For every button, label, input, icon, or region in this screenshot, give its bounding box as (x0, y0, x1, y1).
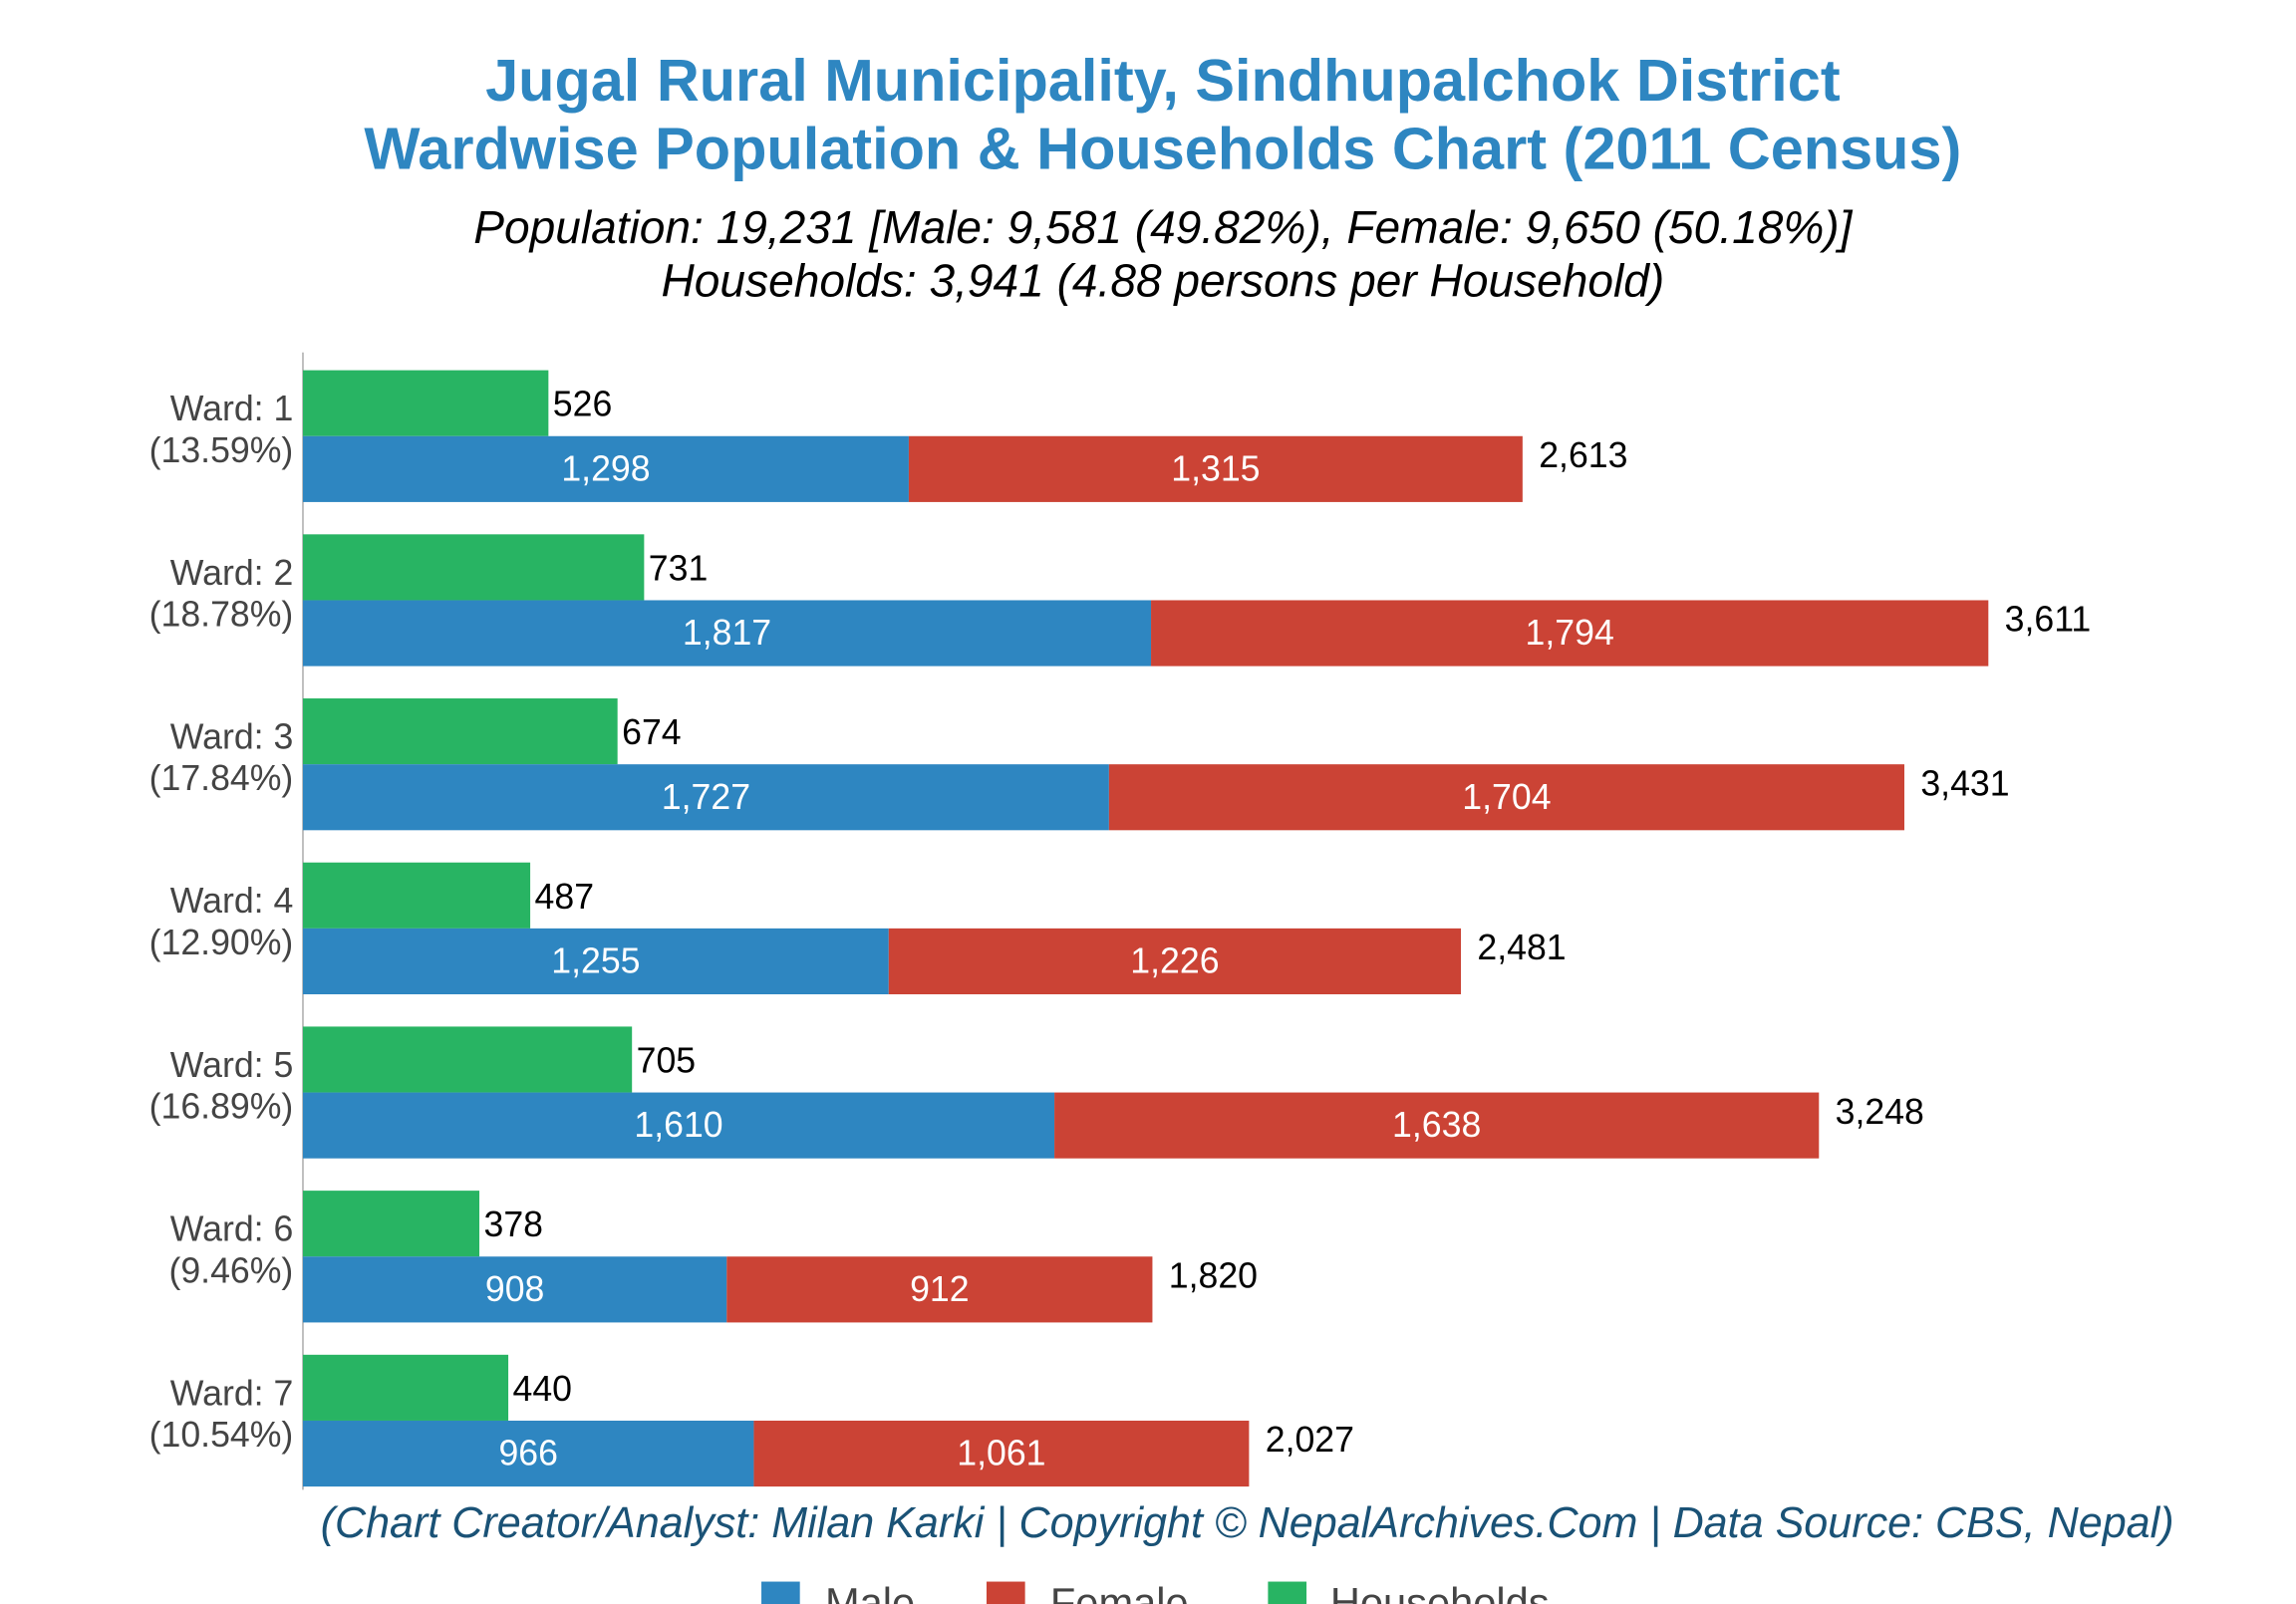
chart-title-line-2: Wardwise Population & Households Chart (… (364, 115, 1961, 181)
bars-group: Ward: 1(13.59%) 526 1,298 1,315 2,613 Ward: 2… (149, 370, 2092, 1487)
total-value-label: 1,820 (1169, 1255, 1258, 1295)
female-bar (888, 928, 1462, 995)
total-value-label: 2,613 (1539, 435, 1627, 475)
legend-swatch-male (761, 1581, 800, 1604)
female-value-label: 912 (910, 1269, 969, 1309)
female-bar (753, 1420, 1250, 1487)
households-bar (302, 1026, 633, 1093)
male-bar (302, 600, 1152, 667)
female-value-label: 1,226 (1130, 940, 1219, 980)
ward-share-label: (18.78%) (149, 594, 294, 634)
households-value-label: 705 (637, 1041, 696, 1081)
households-value-label: 440 (513, 1369, 572, 1409)
ward-label: Ward: 7 (170, 1373, 294, 1413)
legend-label-male: Male (825, 1579, 915, 1604)
female-value-label: 1,794 (1526, 613, 1614, 653)
legend-label-female: Female (1050, 1579, 1189, 1604)
ward-share-label: (9.46%) (168, 1250, 293, 1290)
legend-label-households: Households (1330, 1579, 1550, 1604)
ward-share-label: (13.59%) (149, 430, 294, 470)
households-bar (302, 862, 531, 929)
male-value-label: 1,610 (634, 1105, 722, 1145)
male-value-label: 1,817 (683, 613, 771, 653)
female-value-label: 1,638 (1392, 1105, 1481, 1145)
ward-label: Ward: 4 (170, 881, 294, 921)
households-bar (302, 534, 645, 601)
households-value-label: 487 (535, 877, 595, 917)
female-bar (1054, 1092, 1820, 1159)
households-bar (302, 370, 549, 436)
female-value-label: 1,315 (1171, 448, 1260, 488)
male-bar (302, 1092, 1055, 1159)
chart-subtitle-line-2: Households: 3,941 (4.88 persons per Hous… (662, 254, 1665, 306)
total-value-label: 3,248 (1836, 1092, 1924, 1132)
male-bar (302, 1256, 727, 1323)
ward-label: Ward: 3 (170, 717, 294, 757)
female-value-label: 1,061 (957, 1434, 1045, 1473)
male-value-label: 1,255 (551, 940, 640, 980)
male-value-label: 966 (498, 1434, 557, 1473)
ward-label: Ward: 6 (170, 1209, 294, 1249)
female-value-label: 1,704 (1462, 777, 1551, 817)
households-bar (302, 1354, 509, 1421)
male-value-label: 908 (485, 1269, 544, 1309)
ward-share-label: (10.54%) (149, 1415, 294, 1455)
legend: Male Female Households (761, 1579, 1550, 1604)
households-value-label: 526 (553, 385, 612, 424)
female-bar (1108, 764, 1904, 831)
female-bar (908, 435, 1523, 502)
credit-text: (Chart Creator/Analyst: Milan Karki | Co… (321, 1499, 2174, 1547)
total-value-label: 2,027 (1266, 1420, 1354, 1460)
chart-title-line-1: Jugal Rural Municipality, Sindhupalchok … (485, 47, 1841, 114)
female-bar (1151, 600, 1989, 667)
ward-share-label: (12.90%) (149, 923, 294, 962)
ward-share-label: (16.89%) (149, 1087, 294, 1127)
male-bar (302, 764, 1109, 831)
male-bar (302, 1420, 754, 1487)
male-bar (302, 928, 889, 995)
female-bar (726, 1256, 1153, 1323)
total-value-label: 3,431 (1920, 763, 2009, 803)
male-value-label: 1,298 (561, 448, 650, 488)
legend-swatch-female (986, 1581, 1025, 1604)
households-bar (302, 698, 618, 765)
ward-share-label: (17.84%) (149, 758, 294, 798)
total-value-label: 3,611 (2005, 600, 2092, 640)
male-bar (302, 435, 909, 502)
households-value-label: 731 (649, 548, 708, 588)
male-value-label: 1,727 (662, 777, 750, 817)
households-value-label: 378 (483, 1204, 543, 1244)
legend-swatch-households (1268, 1581, 1307, 1604)
ward-label: Ward: 5 (170, 1045, 294, 1085)
total-value-label: 2,481 (1477, 928, 1566, 967)
households-value-label: 674 (622, 712, 682, 752)
ward-label: Ward: 2 (170, 553, 294, 593)
ward-label: Ward: 1 (170, 389, 294, 428)
households-bar (302, 1191, 480, 1257)
chart-subtitle-line-1: Population: 19,231 [Male: 9,581 (49.82%)… (473, 201, 1853, 253)
